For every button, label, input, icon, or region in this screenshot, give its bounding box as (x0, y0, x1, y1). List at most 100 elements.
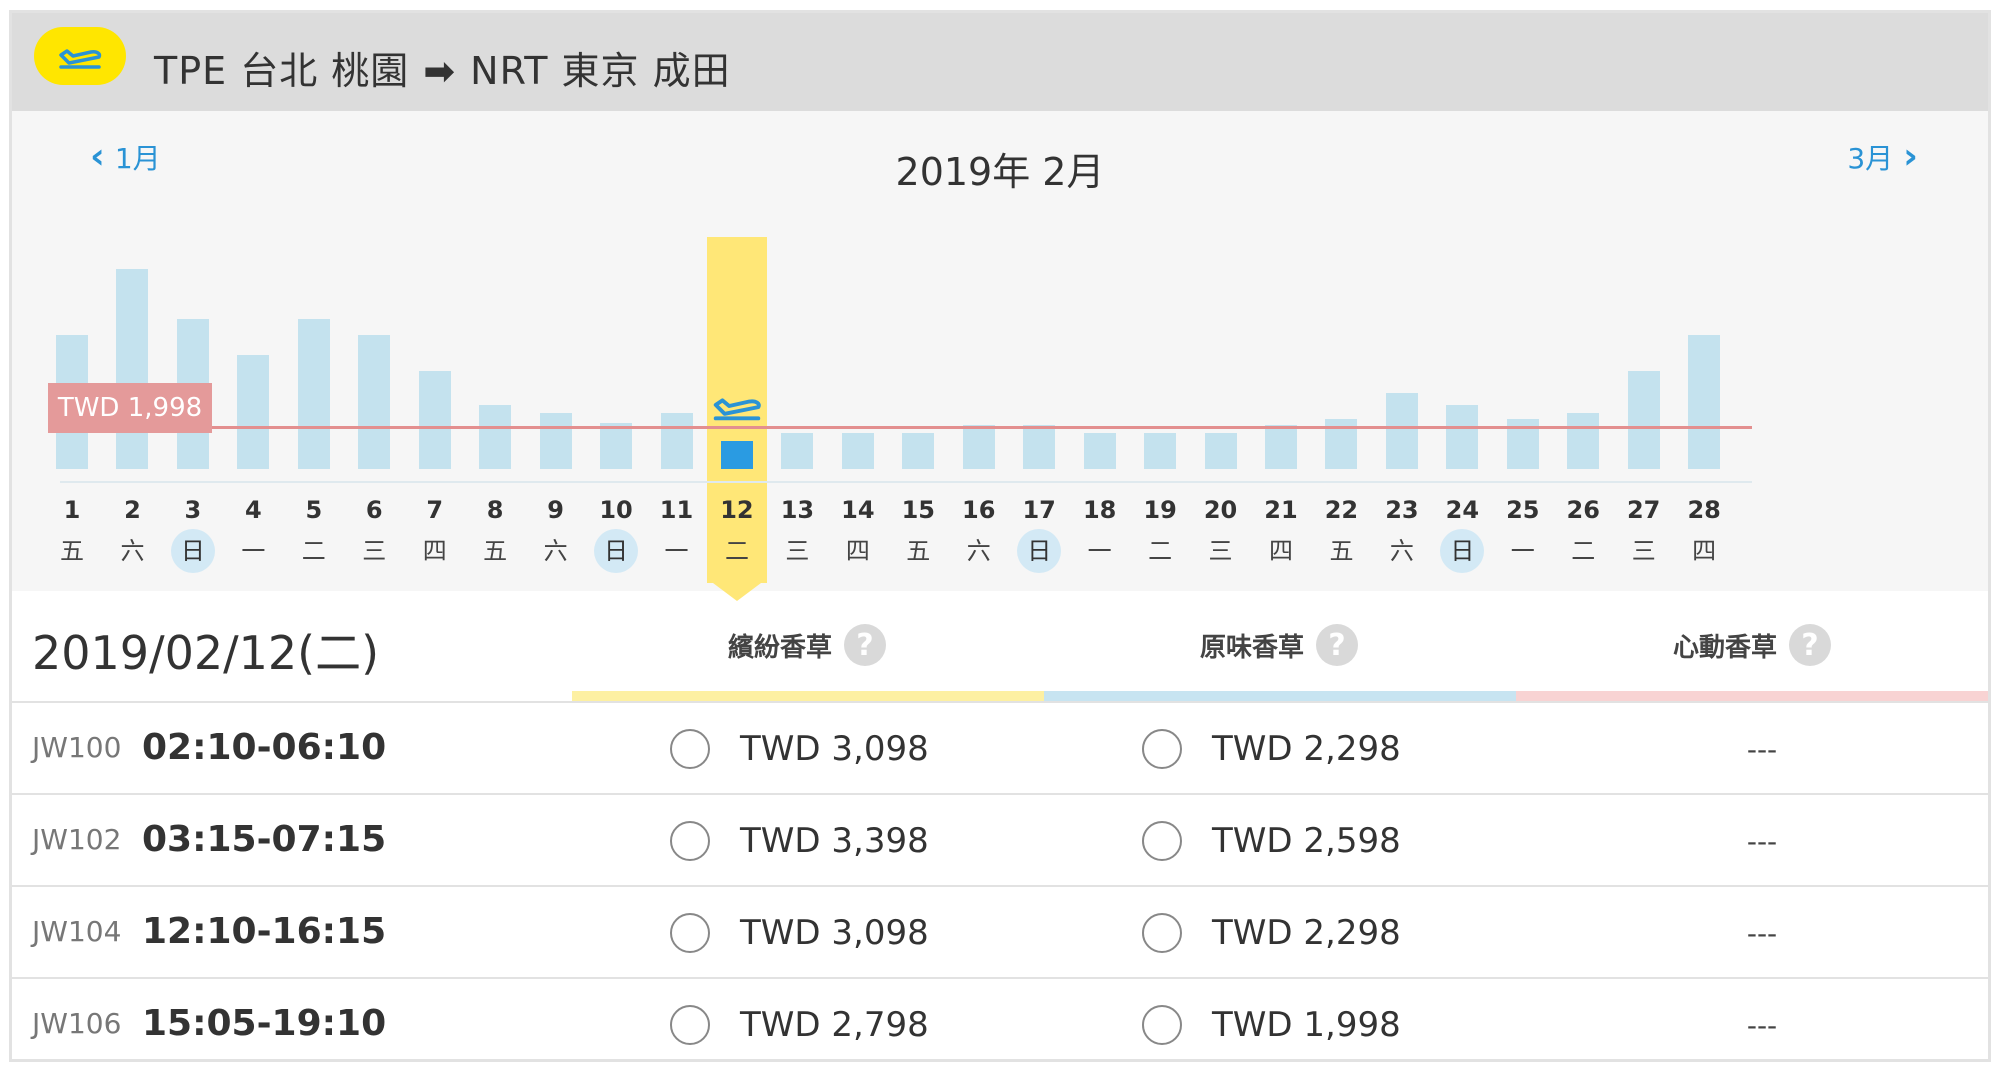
calendar-day-number[interactable]: 4 (244, 496, 262, 524)
calendar-day-number[interactable]: 26 (1566, 496, 1600, 524)
fare-option-2[interactable]: TWD 2,298 (1142, 887, 1401, 979)
calendar-day-number[interactable]: 20 (1203, 496, 1238, 524)
calendar-day-number[interactable]: 28 (1687, 496, 1721, 524)
price-bar[interactable] (1385, 393, 1418, 469)
chevron-left-icon: ‹ (90, 136, 105, 177)
calendar-weekday: 日 (170, 529, 215, 573)
calendar-day-number[interactable]: 9 (547, 496, 564, 524)
calendar-day-number[interactable]: 12 (720, 496, 754, 524)
selected-date-heading: 2019/02/12(二) (32, 626, 380, 680)
table-row: JW100 02:10-06:10 TWD 3,098 TWD 2,298 --… (12, 701, 1988, 795)
calendar-day-number[interactable]: 17 (1022, 496, 1056, 524)
calendar-day-number[interactable]: 16 (962, 496, 996, 524)
price-bar[interactable] (297, 319, 330, 469)
calendar-weekday: 日 (1440, 529, 1485, 573)
help-icon[interactable]: ? (844, 624, 886, 666)
fare-radio[interactable] (670, 913, 710, 953)
fare-radio[interactable] (1142, 729, 1182, 769)
fare-class-header-2: 原味香草 ? (1044, 591, 1514, 699)
price-bar[interactable] (781, 433, 814, 469)
price-bar-selected[interactable] (720, 441, 753, 469)
calendar-day-number[interactable]: 19 (1143, 496, 1177, 524)
calendar-weekday: 一 (241, 537, 266, 565)
calendar-day-number[interactable]: 22 (1324, 496, 1359, 524)
price-bar[interactable] (237, 355, 270, 469)
fare-class-label: 心動香草 (1672, 632, 1777, 663)
calendar-day-number[interactable]: 14 (841, 496, 875, 524)
price-bar[interactable] (902, 433, 935, 469)
route-title: TPE 台北 桃園 ➡ NRT 東京 成田 (154, 40, 731, 95)
calendar-day-number[interactable]: 27 (1626, 496, 1661, 524)
fare-radio[interactable] (670, 821, 710, 861)
price-bar[interactable] (1204, 433, 1237, 469)
calendar-day-number[interactable]: 7 (426, 496, 444, 524)
price-bar[interactable] (1083, 433, 1116, 469)
price-bar[interactable] (1627, 371, 1660, 469)
calendar-day-number[interactable]: 25 (1506, 496, 1540, 524)
help-icon[interactable]: ? (1789, 624, 1831, 666)
calendar-day-number[interactable]: 18 (1082, 496, 1117, 524)
fare-option-2[interactable]: TWD 2,298 (1142, 703, 1401, 795)
calendar-weekday: 四 (422, 537, 447, 565)
price-bar[interactable] (1688, 335, 1721, 469)
fare-option-2[interactable]: TWD 1,998 (1142, 979, 1401, 1071)
fare-class-header-3: 心動香草 ? (1516, 591, 1988, 699)
calendar-day-number[interactable]: 13 (780, 496, 815, 524)
price-bar[interactable] (962, 425, 995, 469)
price-bar[interactable] (841, 433, 874, 469)
calendar-weekday: 五 (483, 537, 508, 565)
price-bar[interactable] (358, 335, 391, 469)
calendar-day-number[interactable]: 6 (365, 496, 383, 524)
calendar-day-number[interactable]: 24 (1445, 496, 1480, 524)
calendar-day-number[interactable]: 10 (599, 496, 633, 524)
plane-takeoff-icon (59, 49, 102, 69)
selected-day-caret (712, 583, 761, 601)
fare-unavailable: --- (1746, 732, 1778, 766)
calendar-day-number[interactable]: 21 (1264, 496, 1298, 524)
price-bar[interactable] (418, 371, 451, 469)
price-bar[interactable] (660, 413, 693, 469)
calendar-day-number[interactable]: 1 (63, 496, 81, 524)
next-month-button[interactable]: 3月 › (1847, 137, 1918, 177)
price-bar[interactable] (1446, 405, 1479, 469)
price-bar[interactable] (1023, 425, 1056, 469)
help-icon[interactable]: ? (1316, 624, 1358, 666)
calendar-weekday: 四 (845, 537, 870, 565)
prev-month-button[interactable]: ‹ 1月 (90, 137, 161, 177)
calendar-weekday: 六 (120, 537, 145, 565)
fare-option-2[interactable]: TWD 2,598 (1142, 795, 1401, 887)
calendar-day-number[interactable]: 3 (184, 496, 202, 524)
fare-option-1[interactable]: TWD 3,398 (670, 795, 929, 887)
calendar-weekday: 五 (1329, 537, 1354, 565)
price-calendar: ‹ 1月 2019年 2月 3月 › TWD 1,998 1 五 2 六 3 日 4 一 5 二 6… (12, 111, 1988, 601)
price-bar[interactable] (539, 413, 572, 469)
calendar-day-number[interactable]: 15 (901, 496, 935, 524)
calendar-day-number[interactable]: 2 (124, 496, 141, 524)
calendar-weekday: 四 (1269, 537, 1293, 565)
calendar-day-number[interactable]: 23 (1385, 496, 1419, 524)
price-bar[interactable] (600, 423, 633, 469)
calendar-day-number[interactable]: 5 (305, 496, 323, 524)
price-bar[interactable] (1567, 413, 1600, 469)
fare-class-label: 繽紛香草 (727, 632, 832, 663)
fare-radio[interactable] (1142, 1005, 1182, 1045)
fare-radio[interactable] (1142, 821, 1182, 861)
fare-option-1[interactable]: TWD 3,098 (670, 887, 929, 979)
calendar-weekday: 三 (785, 537, 810, 565)
price-bar[interactable] (479, 405, 512, 469)
fare-price: TWD 2,598 (1212, 821, 1401, 861)
calendar-day-number[interactable]: 11 (659, 496, 694, 524)
calendar-day-number[interactable]: 8 (486, 496, 504, 524)
price-bar[interactable] (1265, 425, 1297, 469)
price-bar[interactable] (1144, 433, 1177, 469)
fare-radio[interactable] (1142, 913, 1182, 953)
fare-radio[interactable] (670, 729, 710, 769)
prev-month-label: 1月 (114, 142, 161, 175)
table-row: JW106 15:05-19:10 TWD 2,798 TWD 1,998 --… (12, 977, 1988, 1071)
fare-option-1[interactable]: TWD 2,798 (670, 979, 929, 1071)
fare-option-1[interactable]: TWD 3,098 (670, 703, 929, 795)
price-bar[interactable] (116, 269, 149, 469)
route-destination: NRT 東京 成田 (470, 49, 731, 93)
fare-radio[interactable] (670, 1005, 710, 1045)
fare-class-label: 原味香草 (1199, 632, 1304, 663)
